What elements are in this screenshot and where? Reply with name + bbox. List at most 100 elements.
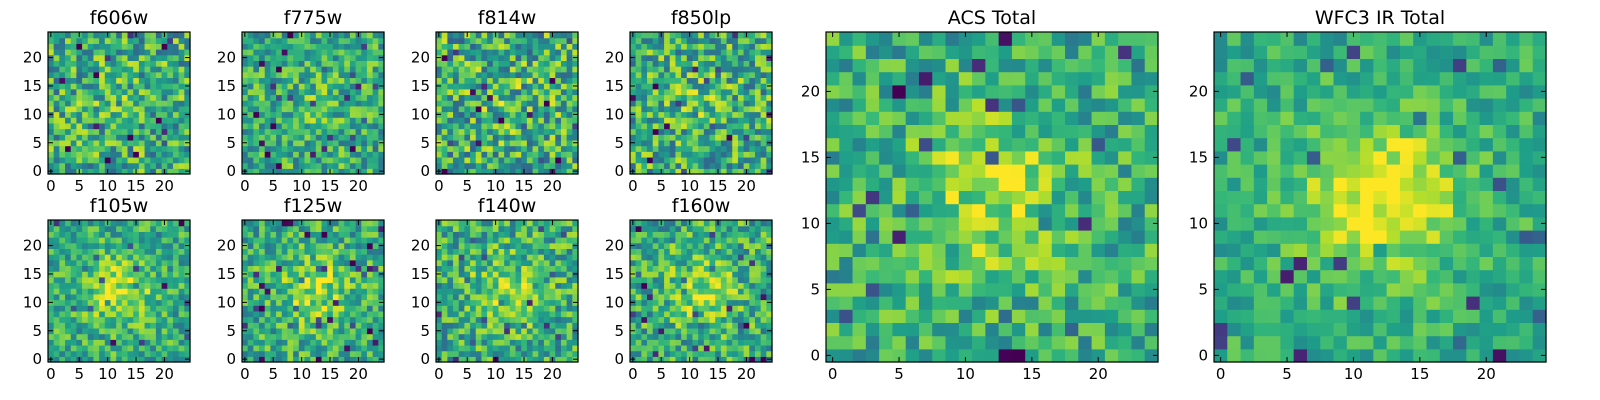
heatmap-cell	[310, 299, 317, 306]
heatmap-cell	[470, 71, 477, 79]
heatmap-cell	[178, 122, 185, 130]
heatmap-cell	[144, 356, 151, 363]
x-tick-label: 10	[486, 365, 505, 383]
heatmap-cell	[327, 350, 334, 357]
heatmap-cell	[110, 134, 117, 141]
heatmap-cell	[321, 83, 328, 90]
heatmap-cell	[93, 242, 100, 249]
heatmap-cell	[532, 43, 539, 50]
heatmap-cell	[281, 220, 289, 227]
heatmap-cell	[692, 60, 699, 67]
heatmap-cell	[144, 168, 151, 175]
heatmap-cell	[270, 122, 277, 130]
heatmap-cell	[127, 282, 134, 289]
heatmap-cell	[481, 100, 488, 107]
heatmap-cell	[515, 305, 522, 312]
heatmap-cell	[298, 37, 306, 44]
heatmap-cell	[298, 242, 306, 249]
heatmap-cell	[172, 316, 180, 323]
heatmap-cell	[515, 282, 522, 289]
heatmap-cell	[669, 344, 677, 352]
heatmap-cell	[82, 254, 89, 261]
heatmap-cell	[264, 71, 271, 79]
heatmap-cell	[760, 49, 767, 56]
heatmap-cell	[304, 66, 311, 73]
heatmap-cell	[270, 225, 277, 232]
heatmap-cell	[549, 60, 556, 67]
heatmap-cell	[327, 49, 334, 56]
heatmap-cell	[441, 105, 448, 113]
heatmap-cell	[133, 94, 140, 101]
heatmap-cell	[138, 225, 146, 232]
heatmap-cell	[93, 225, 100, 232]
heatmap-cell	[293, 77, 300, 84]
heatmap-cell	[487, 282, 494, 289]
heatmap-cell	[150, 139, 157, 147]
heatmap-cell	[538, 156, 545, 164]
heatmap-cell	[652, 339, 659, 346]
heatmap-cell	[276, 134, 283, 141]
heatmap-cell	[538, 254, 545, 261]
heatmap-cell	[247, 162, 254, 169]
heatmap-cell	[509, 225, 517, 232]
heatmap-cell	[509, 231, 517, 238]
heatmap-cell	[447, 37, 454, 44]
heatmap-cell	[332, 139, 340, 147]
heatmap-cell	[167, 259, 174, 267]
heatmap-cell	[635, 37, 642, 44]
heatmap-cell	[184, 105, 191, 113]
heatmap-cell	[332, 259, 340, 267]
heatmap-cell	[504, 60, 511, 67]
heatmap-cells	[436, 32, 579, 175]
heatmap-cell	[504, 265, 511, 272]
heatmap-cell	[65, 117, 72, 124]
heatmap-cell	[515, 293, 522, 301]
heatmap-cell	[521, 237, 528, 244]
heatmap-cell	[521, 139, 528, 147]
heatmap-cell	[167, 254, 174, 261]
heatmap-cell	[366, 276, 374, 284]
heatmap-cell	[116, 316, 123, 323]
heatmap-cell	[99, 105, 106, 113]
heatmap-cell	[344, 310, 351, 318]
heatmap-cell	[361, 356, 368, 363]
heatmap-cell	[560, 327, 568, 335]
heatmap-cell	[172, 259, 180, 267]
heatmap-cell	[70, 105, 77, 113]
heatmap-cell	[372, 77, 379, 84]
heatmap-cell	[355, 117, 362, 124]
heatmap-cell	[172, 111, 180, 118]
heatmap-cell	[276, 111, 283, 118]
heatmap-cell	[543, 231, 551, 238]
heatmap-cell	[144, 134, 151, 141]
heatmap-cell	[549, 83, 556, 90]
heatmap-cell	[549, 225, 556, 232]
heatmap-cell	[760, 105, 767, 113]
heatmap-cell	[720, 162, 728, 169]
heatmap-cell	[572, 100, 579, 107]
heatmap-cell	[104, 43, 112, 50]
axes-frame	[435, 219, 579, 363]
heatmap-cell	[686, 105, 694, 113]
heatmap-cell	[566, 128, 573, 135]
heatmap-cell	[355, 322, 362, 329]
heatmap-cell	[281, 333, 289, 340]
heatmap-cell	[669, 276, 677, 284]
heatmap-cell	[116, 242, 123, 249]
heatmap-cell	[515, 128, 522, 135]
heatmap-cell	[526, 83, 534, 90]
heatmap-cell	[361, 248, 368, 255]
heatmap-cell	[560, 156, 568, 164]
heatmap-cell	[349, 111, 357, 118]
heatmap-cell	[315, 271, 323, 278]
heatmap-cell	[287, 259, 294, 267]
heatmap-cell	[155, 111, 163, 118]
heatmap-cell	[293, 111, 300, 118]
heatmap-cell	[458, 237, 465, 244]
heatmap-cell	[270, 151, 277, 158]
heatmap-cell	[178, 32, 185, 39]
heatmap-cell	[304, 339, 311, 346]
heatmap-cell	[652, 305, 659, 312]
heatmap-cell	[65, 122, 72, 130]
heatmap-cell	[743, 77, 750, 84]
